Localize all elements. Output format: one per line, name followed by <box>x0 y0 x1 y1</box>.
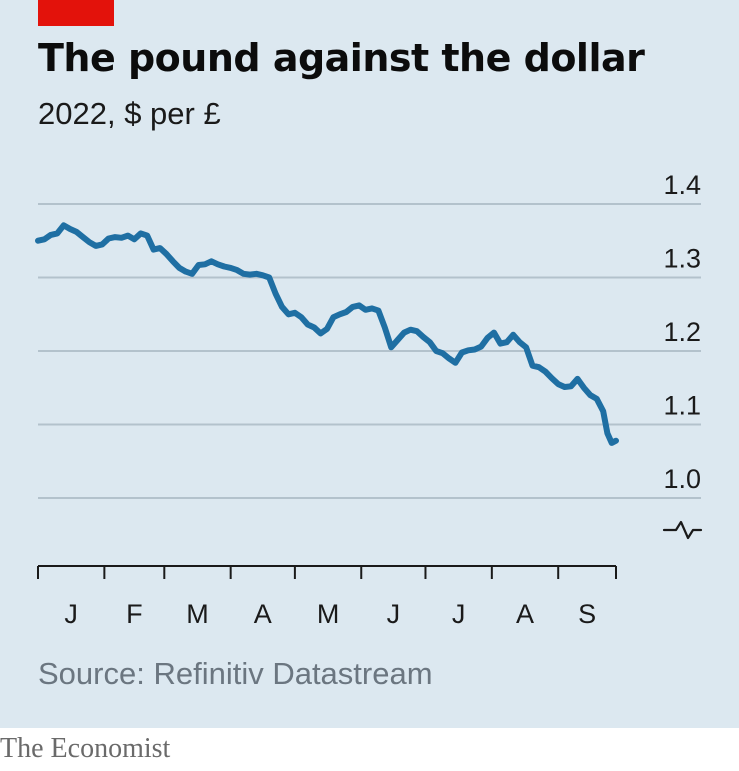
y-tick-label: 1.3 <box>663 244 701 274</box>
x-tick-label: A <box>516 599 534 629</box>
gridlines <box>38 203 701 499</box>
chart-subtitle: 2022, $ per £ <box>38 96 221 131</box>
x-tick-label: J <box>452 599 466 629</box>
publisher-brand: The Economist <box>0 733 171 764</box>
series-layer <box>35 222 619 446</box>
axis-break <box>662 520 703 540</box>
axis-break-icon <box>662 520 703 540</box>
y-tick-labels: 1.0 1.1 1.2 1.3 1.4 <box>663 170 701 494</box>
x-tick-label: M <box>317 599 340 629</box>
y-tick-label: 1.4 <box>663 170 701 200</box>
line-chart: 1.0 1.1 1.2 1.3 1.4 J F M A M J J A S <box>35 170 703 629</box>
x-tick-label: S <box>578 599 596 629</box>
series-line-gbp-usd <box>35 222 619 446</box>
x-tick-label: F <box>126 599 143 629</box>
brand-red-tag <box>38 0 114 26</box>
y-tick-label: 1.1 <box>663 391 701 421</box>
x-tick-label: J <box>387 599 401 629</box>
y-tick-label: 1.2 <box>663 317 701 347</box>
y-tick-label: 1.0 <box>663 464 701 494</box>
chart-panel: The pound against the dollar 2022, $ per… <box>0 0 739 728</box>
x-tick-label: A <box>254 599 272 629</box>
x-tick-label: M <box>186 599 209 629</box>
x-tick-label: J <box>64 599 78 629</box>
source-note: Source: Refinitiv Datastream <box>38 656 433 691</box>
chart-title: The pound against the dollar <box>38 36 645 80</box>
